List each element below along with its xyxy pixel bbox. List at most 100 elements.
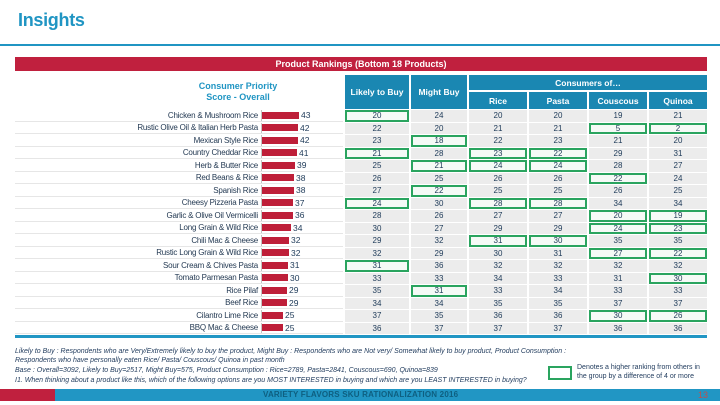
score-bar <box>262 124 298 132</box>
cell-rice: 20 <box>469 110 527 122</box>
table-row: Chili Mac & Cheese 32 29 32 31 30 35 35 <box>15 235 707 247</box>
cell-quinoa: 36 <box>649 322 707 334</box>
cell-likely-to-buy: 28 <box>345 210 409 222</box>
cell-likely-to-buy: 29 <box>345 235 409 247</box>
score-value: 36 <box>295 210 305 221</box>
score-bar <box>262 249 289 257</box>
cell-quinoa: 26 <box>649 310 707 322</box>
product-label: Chicken & Mushroom Rice <box>167 110 258 120</box>
cell-couscous: 19 <box>589 110 647 122</box>
cell-rice: 29 <box>469 222 527 234</box>
table-row: Herb & Butter Rice 39 25 21 24 24 28 27 <box>15 160 707 172</box>
score-bar <box>262 111 299 119</box>
cell-rice: 35 <box>469 297 527 309</box>
cell-pasta: 23 <box>529 135 587 147</box>
footnote-question: I1. When thinking about a product like t… <box>15 377 527 385</box>
table-row: Garlic & Olive Oil Vermicelli 36 28 26 2… <box>15 210 707 222</box>
cell-rice: 27 <box>469 210 527 222</box>
score-bar <box>262 324 283 332</box>
cell-quinoa: 33 <box>649 285 707 297</box>
table-row: BBQ Mac & Cheese 25 36 37 37 37 36 36 <box>15 322 707 334</box>
product-label: Beef Rice <box>225 298 258 308</box>
cell-pasta: 27 <box>529 210 587 222</box>
product-label: Spanish Rice <box>213 185 258 195</box>
product-label: Sour Cream & Chives Pasta <box>162 260 258 270</box>
cell-might-buy: 25 <box>411 172 467 184</box>
cell-likely-to-buy: 30 <box>345 222 409 234</box>
table-row: Rustic Long Grain & Wild Rice 32 32 29 3… <box>15 247 707 259</box>
score-value: 38 <box>296 172 306 183</box>
cell-pasta: 20 <box>529 110 587 122</box>
product-label: Red Beans & Rice <box>195 173 258 183</box>
cell-might-buy: 34 <box>411 297 467 309</box>
cell-couscous: 37 <box>589 297 647 309</box>
score-value: 29 <box>289 297 299 308</box>
footer-title: VARIETY FLAVORS SKU RATIONALIZATION 2016 <box>263 390 459 399</box>
cell-might-buy: 33 <box>411 272 467 284</box>
table-row: Red Beans & Rice 38 26 25 26 26 22 24 <box>15 172 707 184</box>
cell-rice: 30 <box>469 247 527 259</box>
cell-might-buy: 32 <box>411 235 467 247</box>
score-value: 42 <box>300 135 310 146</box>
cell-couscous: 20 <box>589 210 647 222</box>
cell-likely-to-buy: 34 <box>345 297 409 309</box>
cell-rice: 22 <box>469 135 527 147</box>
table-title-banner: Product Rankings (Bottom 18 Products) <box>15 57 707 71</box>
score-bar <box>262 149 297 157</box>
cell-might-buy: 18 <box>411 135 467 147</box>
product-label: Tomato Parmesan Pasta <box>174 273 259 283</box>
product-label: Rustic Long Grain & Wild Rice <box>156 248 258 258</box>
table-header: Consumer Priority Score - Overall Likely… <box>15 75 707 109</box>
cell-pasta: 37 <box>529 322 587 334</box>
table-row: Rustic Olive Oil & Italian Herb Pasta 42… <box>15 122 707 134</box>
cell-likely-to-buy: 33 <box>345 272 409 284</box>
cell-rice: 26 <box>469 172 527 184</box>
cell-likely-to-buy: 23 <box>345 135 409 147</box>
cell-rice: 23 <box>469 147 527 159</box>
score-bar <box>262 199 293 207</box>
cell-couscous: 22 <box>589 172 647 184</box>
table-row: Long Grain & Wild Rice 34 30 27 29 29 24… <box>15 222 707 234</box>
cell-couscous: 30 <box>589 310 647 322</box>
table-row: Beef Rice 29 34 34 35 35 37 37 <box>15 297 707 309</box>
cell-couscous: 35 <box>589 235 647 247</box>
consumers-of-group: Consumers of… Rice Pasta Couscous Quinoa <box>469 75 707 109</box>
table-bottom-rule <box>15 335 707 338</box>
cell-might-buy: 20 <box>411 122 467 134</box>
cell-quinoa: 30 <box>649 272 707 284</box>
cell-might-buy: 22 <box>411 185 467 197</box>
product-label: Cheesy Pizzeria Pasta <box>181 198 258 208</box>
cell-might-buy: 27 <box>411 222 467 234</box>
column-header-couscous: Couscous <box>589 92 647 109</box>
product-label: Herb & Butter Rice <box>194 160 258 170</box>
cell-pasta: 33 <box>529 272 587 284</box>
score-value: 37 <box>295 197 305 208</box>
cell-likely-to-buy: 27 <box>345 185 409 197</box>
cell-rice: 32 <box>469 260 527 272</box>
footer-bar: VARIETY FLAVORS SKU RATIONALIZATION 2016… <box>0 389 720 401</box>
column-header-might-buy: Might Buy <box>411 75 467 109</box>
score-value: 25 <box>285 310 295 321</box>
cell-pasta: 32 <box>529 260 587 272</box>
cell-likely-to-buy: 24 <box>345 197 409 209</box>
cell-might-buy: 35 <box>411 310 467 322</box>
product-label: Long Grain & Wild Rice <box>179 223 258 233</box>
footer-blue-segment: VARIETY FLAVORS SKU RATIONALIZATION 2016… <box>55 389 720 401</box>
cell-couscous: 33 <box>589 285 647 297</box>
cell-quinoa: 34 <box>649 197 707 209</box>
product-label: Cilantro Lime Rice <box>196 310 258 320</box>
chart-header-cell: Consumer Priority Score - Overall <box>15 75 343 109</box>
score-bar <box>262 136 298 144</box>
cell-quinoa: 25 <box>649 185 707 197</box>
score-bar <box>262 236 289 244</box>
score-bar <box>262 174 294 182</box>
page-title: Insights <box>18 10 85 30</box>
cell-quinoa: 22 <box>649 247 707 259</box>
cell-might-buy: 26 <box>411 210 467 222</box>
table-row: Cilantro Lime Rice 25 37 35 36 36 30 26 <box>15 310 707 322</box>
cell-might-buy: 21 <box>411 160 467 172</box>
cell-couscous: 34 <box>589 197 647 209</box>
score-bar <box>262 224 291 232</box>
legend-label: Denotes a higher ranking from others in … <box>577 364 700 380</box>
table-row: Rice Pilaf 29 35 31 33 34 33 33 <box>15 285 707 297</box>
